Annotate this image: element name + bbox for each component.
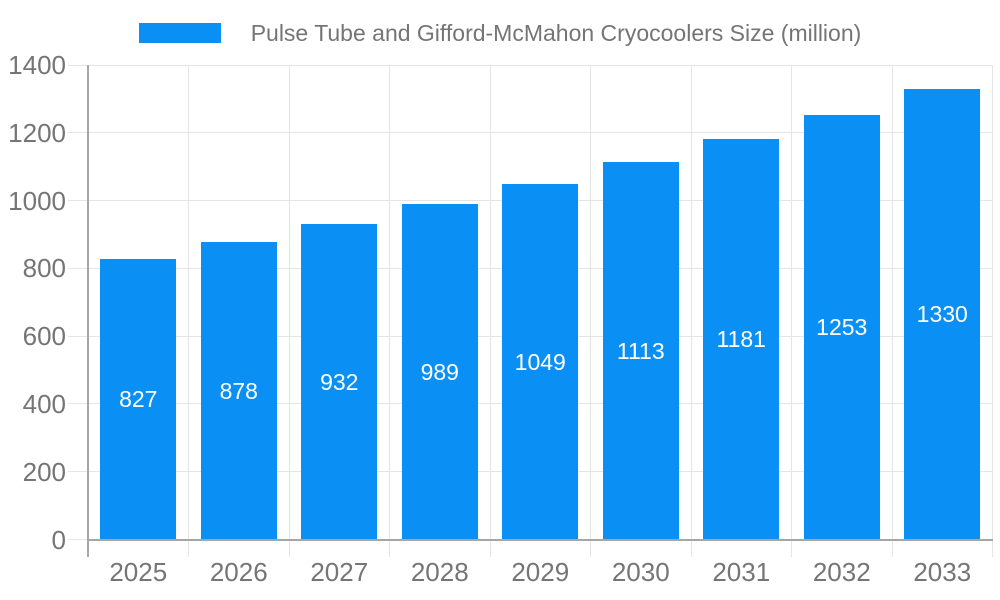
- x-tick-label: 2030: [611, 556, 670, 587]
- x-tick-label: 2029: [511, 556, 570, 587]
- x-axis-tick: [188, 539, 189, 557]
- bar-value-label: 878: [219, 377, 258, 404]
- x-axis-line: [88, 538, 993, 541]
- x-axis-tick: [389, 539, 390, 557]
- bar-2030[interactable]: [602, 162, 679, 540]
- x-tick-label: 2026: [209, 556, 268, 587]
- h-gridline: [68, 64, 993, 66]
- y-tick-label: 0: [51, 524, 66, 555]
- legend-label: Pulse Tube and Gifford-McMahon Cryocoole…: [250, 20, 862, 46]
- bar-2033[interactable]: [904, 88, 981, 540]
- y-axis-line: [87, 65, 89, 557]
- y-tick-label: 600: [22, 321, 66, 352]
- bar-value-label: 932: [320, 368, 359, 395]
- y-tick-label: 400: [22, 388, 66, 419]
- x-tick-label: 2025: [109, 556, 168, 587]
- bar-2025[interactable]: [100, 259, 177, 540]
- v-gridline: [992, 65, 993, 540]
- x-tick-label: 2032: [812, 556, 871, 587]
- bar-2026[interactable]: [200, 241, 277, 540]
- x-axis-tick: [288, 539, 290, 557]
- v-gridline: [288, 65, 290, 540]
- v-gridline: [489, 65, 491, 540]
- x-axis-tick: [791, 539, 792, 557]
- y-tick-label: 1400: [8, 50, 66, 80]
- x-axis-tick: [891, 539, 893, 557]
- y-tick-label: 1000: [8, 185, 66, 216]
- bar-value-label: 1049: [514, 348, 566, 375]
- bar-2027[interactable]: [301, 223, 378, 540]
- x-axis-tick: [590, 539, 591, 557]
- x-tick-label: 2028: [410, 556, 469, 587]
- bar-2029[interactable]: [502, 183, 579, 540]
- x-tick-label: 2033: [913, 556, 972, 587]
- v-gridline: [791, 65, 792, 540]
- bar-2031[interactable]: [703, 139, 780, 540]
- v-gridline: [690, 65, 692, 540]
- h-gridline: [68, 132, 993, 134]
- bar-value-label: 1330: [916, 301, 968, 328]
- y-tick-label: 200: [22, 456, 66, 487]
- v-gridline: [590, 65, 591, 540]
- x-axis-tick: [690, 539, 692, 557]
- x-tick-label: 2031: [712, 556, 771, 587]
- x-axis-tick: [489, 539, 491, 557]
- y-tick-label: 1200: [8, 117, 66, 148]
- legend-swatch: [138, 23, 221, 43]
- v-gridline: [891, 65, 893, 540]
- y-tick-label: 800: [22, 253, 66, 284]
- legend-item[interactable]: Pulse Tube and Gifford-McMahon Cryocoole…: [0, 18, 1000, 48]
- bar-value-label: 827: [119, 386, 158, 413]
- y-axis-tick: [68, 539, 88, 540]
- bar-value-label: 1253: [816, 314, 868, 341]
- v-gridline: [188, 65, 189, 540]
- bar-value-label: 1181: [716, 326, 766, 353]
- bar-value-label: 1113: [616, 337, 665, 364]
- bar-value-label: 989: [420, 358, 459, 385]
- bar-2028[interactable]: [401, 204, 478, 540]
- x-axis-tick: [992, 539, 993, 557]
- x-tick-label: 2027: [310, 556, 369, 587]
- v-gridline: [389, 65, 390, 540]
- bar-2032[interactable]: [803, 114, 880, 540]
